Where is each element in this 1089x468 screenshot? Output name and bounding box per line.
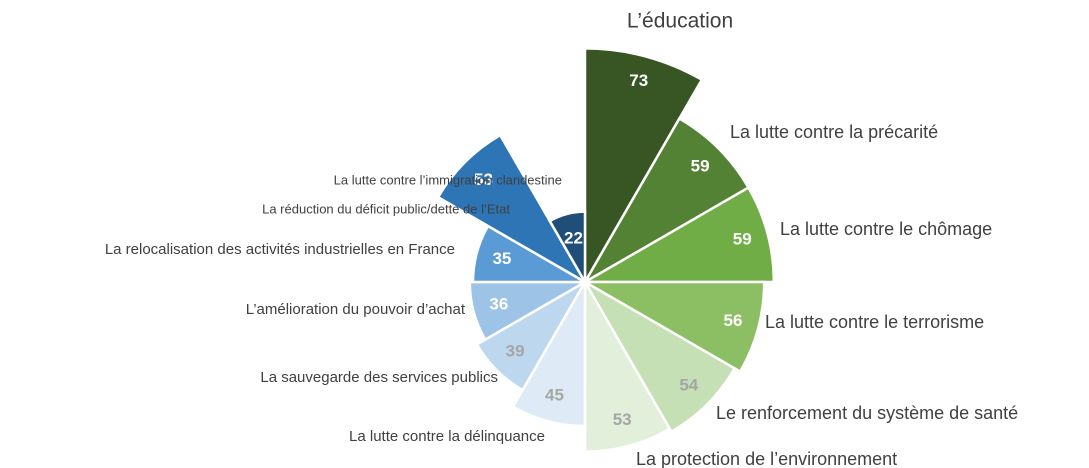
value-label: 36 [489,295,508,314]
category-label: La lutte contre l’immigration clandestin… [334,172,562,187]
wedge [468,280,590,342]
wedge [583,47,704,287]
category-label: La lutte contre le terrorisme [765,312,984,332]
category-label: L’éducation [627,10,733,33]
wedge [580,280,766,374]
wedge [580,185,776,284]
value-label: 39 [506,341,525,360]
category-label: Le renforcement du système de santé [716,403,1018,423]
value-label: 53 [613,410,632,429]
category-label: La réduction du déficit public/dette de … [262,201,510,216]
category-label: La lutte contre la précarité [730,122,938,142]
wedge [581,116,751,286]
wedge [511,277,587,428]
category-label: La lutte contre le chômage [780,219,992,239]
value-label: 22 [564,229,583,248]
wedge [548,210,587,287]
value-label: 53 [474,170,493,189]
value-label: 54 [679,375,698,394]
category-label: La relocalisation des activités industri… [105,241,455,258]
value-label: 73 [629,71,648,90]
value-label: 45 [545,385,564,404]
value-label: 59 [691,156,710,175]
wedge [436,133,589,286]
category-label: La sauvegarde des services publics [260,369,498,386]
wedge [581,278,737,434]
value-label: 35 [492,249,511,268]
category-label: La lutte contre la délinquance [349,428,545,445]
wedge [475,278,589,392]
category-label: L’amélioration du pouvoir d’achat [246,301,466,318]
value-label: 56 [724,311,743,330]
category-label: La protection de l’environnement [636,449,897,468]
value-label: 59 [733,229,752,248]
wedge [583,277,672,453]
